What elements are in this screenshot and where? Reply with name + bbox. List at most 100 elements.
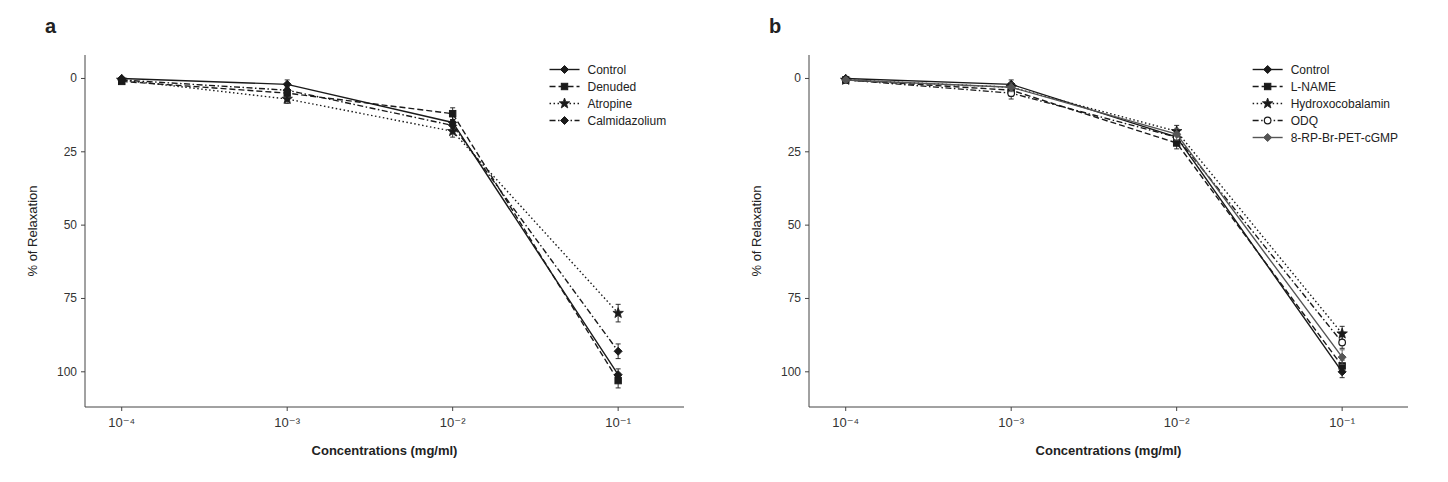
legend-item: Control [550, 63, 627, 77]
data-point [842, 77, 849, 84]
error-bar-cap [616, 368, 621, 369]
legend-marker [559, 98, 569, 108]
legend-item: Control [1253, 63, 1330, 77]
y-tick-label: 50 [64, 218, 78, 232]
error-bar-cap [450, 107, 455, 108]
error-bar-cap [1340, 364, 1345, 365]
series [842, 74, 1346, 377]
y-tick-label: 100 [57, 365, 77, 379]
legend-marker [561, 117, 569, 125]
x-tick [1176, 407, 1177, 411]
y-tick-label: 100 [781, 365, 801, 379]
legend-label: Control [588, 63, 627, 77]
error-bar-cap [1340, 326, 1345, 327]
series-line [122, 78, 618, 374]
error-bar-cap [1340, 349, 1345, 350]
panel-title: a [45, 15, 57, 37]
series-line [846, 80, 1342, 366]
x-tick-label: 10⁻³ [998, 415, 1024, 430]
plot-area [840, 74, 1347, 377]
legend-label: Calmidazolium [588, 114, 667, 128]
legend-label: Atropine [588, 97, 633, 111]
legend-marker [561, 83, 567, 89]
legend-label: Denuded [588, 80, 637, 94]
chart-canvas: a025507510010⁻⁴10⁻³10⁻²10⁻¹Concentration… [0, 0, 1448, 482]
series-line [846, 80, 1342, 343]
y-tick-label: 0 [794, 71, 801, 85]
y-tick [805, 78, 809, 79]
error-bar-cap [616, 387, 621, 388]
x-tick [121, 407, 122, 411]
error-bar-cap [450, 131, 455, 132]
legend-label: Control [1291, 63, 1330, 77]
panel: b025507510010⁻⁴10⁻³10⁻²10⁻¹Concentration… [749, 15, 1408, 458]
x-axis-label: Concentrations (mg/ml) [1036, 443, 1182, 458]
y-tick [805, 371, 809, 372]
error-bar-cap [1340, 377, 1345, 378]
data-point [1339, 339, 1346, 346]
data-point [1006, 82, 1016, 92]
data-point [614, 347, 622, 355]
legend-item: Atropine [550, 97, 633, 111]
y-tick [805, 225, 809, 226]
error-bar-cap [1174, 143, 1179, 144]
data-point [282, 94, 292, 104]
data-point [118, 76, 126, 84]
y-axis-line [85, 55, 86, 407]
series-line [122, 80, 618, 351]
error-bar-cap [1009, 99, 1014, 100]
data-point [615, 377, 621, 383]
error-bar-cap [616, 304, 621, 305]
x-tick-label: 10⁻² [440, 415, 466, 430]
y-tick [805, 298, 809, 299]
plot-area [116, 74, 623, 388]
error-bar-cap [450, 119, 455, 120]
x-tick-label: 10⁻¹ [605, 415, 631, 430]
x-tick [1342, 407, 1343, 411]
error-bar-cap [285, 103, 290, 104]
legend-item: ODQ [1253, 114, 1318, 128]
legend-item: 8-RP-Br-PET-cGMP [1253, 131, 1398, 145]
data-point [116, 74, 126, 84]
legend-label: Hydroxocobalamin [1291, 97, 1390, 111]
y-axis-label: % of Relaxation [749, 185, 764, 276]
data-point [283, 86, 291, 94]
legend-marker [1262, 98, 1272, 108]
y-tick [805, 151, 809, 152]
error-bar-cap [1174, 140, 1179, 141]
error-bar [616, 373, 621, 388]
y-tick [81, 298, 85, 299]
x-tick-label: 10⁻² [1164, 415, 1190, 430]
data-point [1337, 328, 1347, 338]
data-point [1007, 83, 1015, 91]
series [118, 76, 622, 359]
series [119, 78, 622, 388]
legend-label: 8-RP-Br-PET-cGMP [1291, 131, 1398, 145]
data-point [449, 110, 455, 116]
y-tick [81, 78, 85, 79]
panel: a025507510010⁻⁴10⁻³10⁻²10⁻¹Concentration… [25, 15, 684, 458]
legend-item: Denuded [550, 80, 637, 94]
legend-label: ODQ [1291, 114, 1318, 128]
error-bar-cap [450, 119, 455, 120]
error-bar [450, 108, 455, 120]
error-bar-cap [616, 343, 621, 344]
x-tick-label: 10⁻⁴ [832, 415, 859, 430]
x-tick-label: 10⁻⁴ [108, 415, 135, 430]
error-bar-cap [1340, 371, 1345, 372]
legend-item: Hydroxocobalamin [1253, 97, 1390, 111]
error-bar-cap [1174, 148, 1179, 149]
x-tick [618, 407, 619, 411]
error-bar-cap [616, 358, 621, 359]
series [843, 77, 1346, 372]
y-axis-line [809, 55, 810, 407]
y-axis-label: % of Relaxation [25, 185, 40, 276]
y-tick-label: 75 [64, 291, 78, 305]
series-line [846, 80, 1342, 357]
legend: Control L-NAME Hydroxocobalamin ODQ 8-RP-Br-… [1253, 63, 1398, 145]
y-tick-label: 0 [70, 71, 77, 85]
legend-marker [1264, 117, 1271, 124]
error-bar-cap [1174, 143, 1179, 144]
legend-label: L-NAME [1291, 80, 1336, 94]
error-bar-cap [1340, 348, 1345, 349]
